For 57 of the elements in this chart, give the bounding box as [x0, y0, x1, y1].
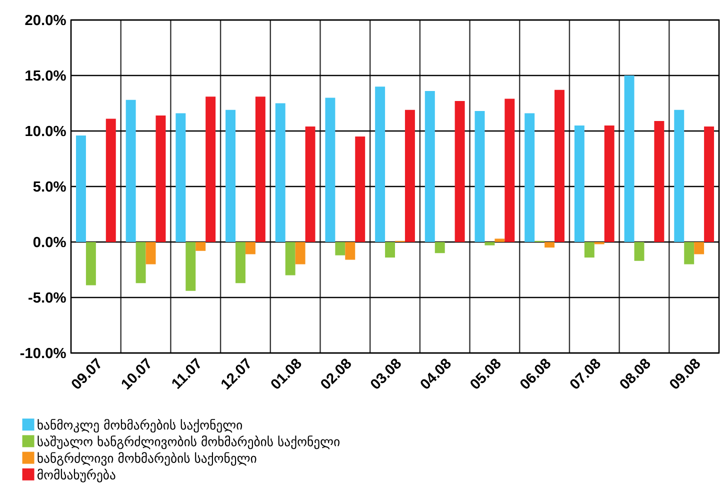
y-tick-label: -5.0% [28, 292, 66, 303]
bar [345, 242, 356, 260]
bar [694, 242, 704, 254]
bar [624, 76, 634, 242]
bar [474, 111, 485, 242]
bar [136, 242, 146, 284]
bar [684, 242, 694, 264]
bar [704, 126, 714, 242]
bar [454, 101, 465, 242]
bar [76, 135, 86, 242]
bar [654, 121, 664, 242]
bar [674, 110, 684, 242]
bar [634, 242, 644, 261]
bar [375, 86, 386, 242]
bar [226, 110, 236, 242]
y-tick-label: 15.0% [26, 70, 66, 81]
bar [335, 242, 346, 256]
bar [235, 242, 246, 284]
bar [295, 242, 306, 264]
bar [424, 91, 435, 242]
bar [385, 242, 396, 258]
bar [484, 242, 495, 246]
legend-label: ხანმოკლე მოხმარების საქონელი [38, 418, 242, 433]
bar [305, 126, 316, 242]
bar [255, 96, 266, 242]
bar [245, 242, 256, 254]
bar [186, 242, 196, 291]
bar [434, 242, 445, 254]
bar [604, 125, 614, 242]
bar [126, 100, 136, 242]
y-tick-label: 5.0% [33, 181, 66, 192]
bar [554, 90, 564, 242]
bar [584, 242, 594, 258]
bar [544, 242, 555, 248]
legend-label: საშუალო ხანგრძლივობის მოხმარების საქონელი [38, 436, 340, 450]
y-tick-label: -10.0% [20, 348, 66, 358]
bar [494, 238, 505, 242]
legend-label: მომსახურება [38, 468, 116, 482]
bar [574, 125, 584, 242]
y-tick-label: 0.0% [33, 236, 66, 248]
bar [275, 103, 286, 242]
bar [146, 242, 156, 264]
bar [206, 96, 216, 242]
bar [355, 136, 366, 242]
legend-label: ხანგრძლივი მოხმარების საქონელი [38, 452, 256, 466]
bar [196, 242, 206, 251]
y-tick-label: 10.0% [26, 126, 66, 136]
bar [285, 242, 296, 276]
y-tick-label: 20.0% [25, 14, 66, 26]
bar [86, 242, 96, 286]
bar [176, 113, 186, 242]
bar [504, 98, 515, 242]
bar [106, 118, 116, 242]
bar [325, 98, 336, 242]
bar [404, 110, 415, 242]
bar [524, 113, 535, 242]
bar [156, 115, 166, 242]
